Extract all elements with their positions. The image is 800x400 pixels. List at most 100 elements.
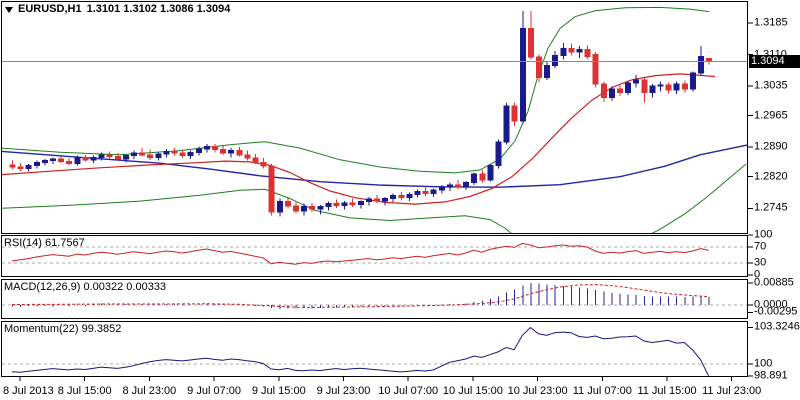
bear-candle xyxy=(479,173,486,181)
bull-candle xyxy=(446,184,453,188)
bull-candle xyxy=(276,201,283,213)
bear-candle xyxy=(600,83,607,99)
bear-candle xyxy=(171,150,178,154)
bear-candle xyxy=(511,105,518,122)
momentum-panel xyxy=(2,326,747,376)
bear-candle xyxy=(260,161,267,167)
macd-histogram xyxy=(12,283,710,309)
bull-candle xyxy=(155,153,162,158)
time-tick-label: 10 Jul 07:00 xyxy=(378,385,439,397)
bear-candle xyxy=(617,88,623,93)
macd-indicator-label: MACD(12,26,9) 0.00322 0.00333 xyxy=(4,281,167,293)
bull-candle xyxy=(414,190,421,195)
bull-candle xyxy=(341,202,348,206)
bull-candle xyxy=(608,88,615,99)
rsi-indicator-label: RSI(14) 61.7567 xyxy=(4,237,85,249)
bull-candle xyxy=(503,105,510,143)
bull-candle xyxy=(98,154,105,158)
bull-candle xyxy=(463,182,470,188)
bear-candle xyxy=(66,161,73,165)
bull-candle xyxy=(430,189,437,195)
bear-candle xyxy=(398,195,405,199)
bull-candle xyxy=(633,79,640,84)
bull-candle xyxy=(74,156,81,165)
bear-candle xyxy=(139,152,146,156)
bull-candle xyxy=(357,201,364,205)
bear-candle xyxy=(82,156,89,161)
candlestick-series xyxy=(9,10,713,217)
macd-scale-label: 0.0000 xyxy=(754,298,788,311)
momentum-scale-label: 98.891 xyxy=(754,369,788,382)
bull-candle xyxy=(122,155,129,160)
bull-candle xyxy=(317,206,324,210)
main-price-panel xyxy=(2,6,748,233)
bear-candle xyxy=(17,166,24,170)
bull-candle xyxy=(519,27,526,122)
time-tick-label: 8 Jul 2013 xyxy=(3,385,54,397)
bull-candle xyxy=(195,148,202,153)
time-tick-label: 10 Jul 15:00 xyxy=(442,385,503,397)
bull-candle xyxy=(576,49,583,53)
price-tick-label: 1.2820 xyxy=(754,170,788,183)
symbol-period-label: EURUSD,H1 xyxy=(18,3,82,15)
bull-candle xyxy=(382,198,389,202)
bull-candle xyxy=(301,206,308,212)
bear-candle xyxy=(220,149,227,154)
panel-border xyxy=(1,321,748,377)
price-tick-label: 1.3110 xyxy=(754,49,787,60)
bull-candle xyxy=(649,85,656,93)
bollinger-lower-line xyxy=(2,163,747,233)
momentum-line xyxy=(11,326,710,376)
bear-candle xyxy=(584,49,591,57)
bull-candle xyxy=(90,156,97,161)
bear-candle xyxy=(349,202,356,205)
bear-candle xyxy=(309,206,316,210)
rsi-scale-label: 70 xyxy=(754,240,767,253)
macd-scale-label: -0.00295 xyxy=(754,305,798,318)
time-tick-label: 11 Jul 23:00 xyxy=(702,385,762,397)
bull-candle xyxy=(228,150,235,154)
rsi-panel xyxy=(2,242,747,265)
time-tick-label: 11 Jul 07:00 xyxy=(572,385,632,397)
bull-candle xyxy=(33,161,40,166)
time-tick-label: 10 Jul 23:00 xyxy=(507,385,568,397)
bear-candle xyxy=(268,165,275,213)
price-tick-label: 1.2890 xyxy=(754,140,788,153)
bull-candle xyxy=(203,145,210,150)
bull-candle xyxy=(325,203,332,208)
price-tick-label: 1.3185 xyxy=(754,16,788,29)
macd-panel xyxy=(2,283,747,309)
bear-candle xyxy=(681,83,688,90)
time-tick-label: 8 Jul 23:00 xyxy=(122,385,177,397)
bull-candle xyxy=(163,150,170,155)
bear-candle xyxy=(665,84,672,91)
bull-candle xyxy=(495,141,502,167)
time-tick-label: 11 Jul 15:00 xyxy=(637,385,697,397)
panel-border xyxy=(1,235,748,277)
bear-candle xyxy=(641,79,648,93)
chart-title: EURUSD,H1 1.3101 1.3102 1.3086 1.3094 xyxy=(5,4,230,15)
bear-candle xyxy=(422,190,429,195)
bear-candle xyxy=(536,56,542,78)
bull-candle xyxy=(390,195,397,200)
panel-border xyxy=(1,279,748,319)
bull-candle xyxy=(471,173,478,184)
price-tick-label: 1.2745 xyxy=(754,201,788,214)
bear-candle xyxy=(592,54,599,85)
price-tick-label: 1.3035 xyxy=(754,79,788,92)
bear-candle xyxy=(333,203,340,206)
bull-candle xyxy=(406,193,413,199)
bull-candle xyxy=(41,160,48,163)
time-tick-label: 9 Jul 15:00 xyxy=(251,385,306,397)
panel-border xyxy=(1,1,748,234)
bull-candle xyxy=(560,48,567,56)
bull-candle xyxy=(673,83,680,91)
bear-candle xyxy=(293,205,299,212)
macd-scale-label: 0.00885 xyxy=(754,276,794,289)
bull-candle xyxy=(50,158,56,162)
bull-candle xyxy=(365,198,372,203)
bull-candle xyxy=(187,151,194,157)
macd-signal-line xyxy=(11,284,709,309)
